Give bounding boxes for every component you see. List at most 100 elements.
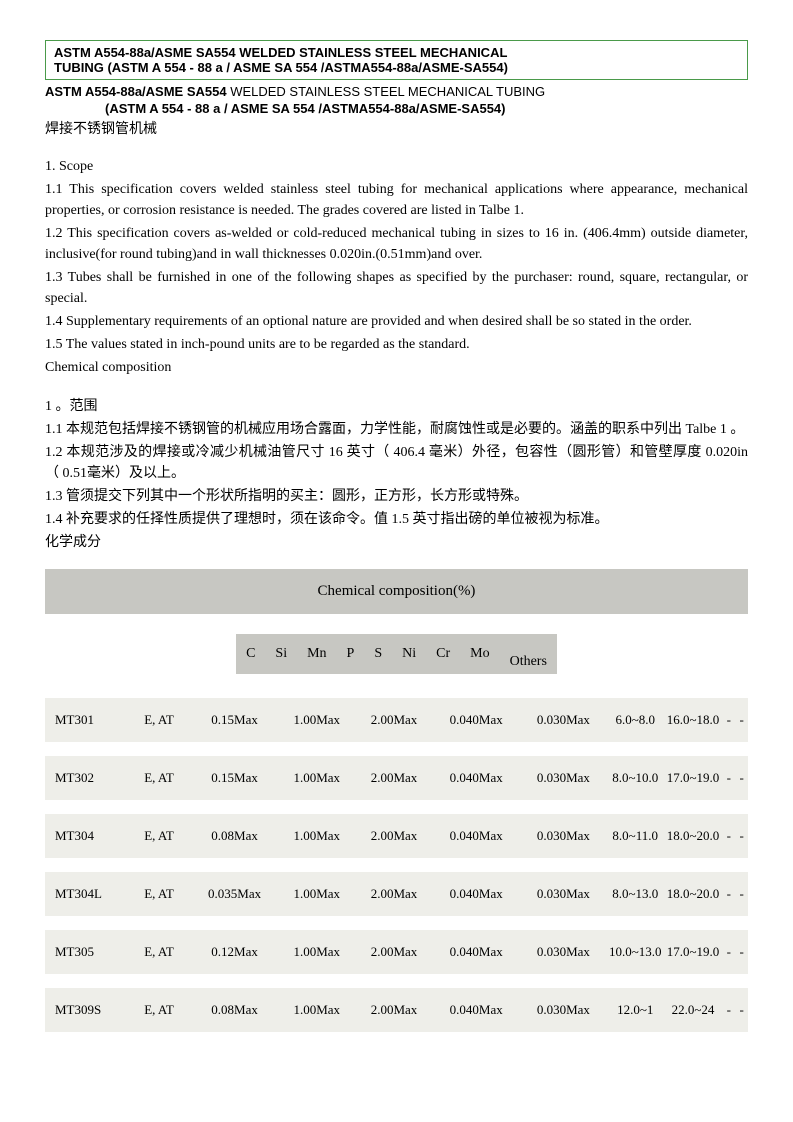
table-cell: 0.030Max (520, 814, 607, 858)
table-cell: 2.00Max (355, 872, 432, 916)
table-cell: 2.00Max (355, 988, 432, 1032)
table-cell: 1.00Max (278, 756, 355, 800)
cn-scope-1-3: 1.3 管须提交下列其中一个形状所指明的买主：圆形，正方形，长方形或特殊。 (45, 486, 748, 507)
subtitle-line-1: ASTM A554-88a/ASME SA554 WELDED STAINLES… (45, 84, 748, 99)
table-cell: E, AT (127, 756, 191, 800)
cn-scope-1-1: 1.1 本规范包括焊接不锈钢管的机械应用场合露面，力学性能，耐腐蚀性或是必要的。… (45, 419, 748, 440)
table-cell: E, AT (127, 872, 191, 916)
table-cell: 6.0~8.0 (607, 698, 664, 742)
scope-section-en: 1. Scope 1.1 This specification covers w… (45, 156, 748, 378)
table-cell: 0.030Max (520, 988, 607, 1032)
column-header-row: C Si Mn P S Ni Cr Mo Others (45, 634, 748, 674)
col-mn: Mn (297, 634, 336, 674)
table-cell: 0.040Max (433, 988, 520, 1032)
col-s: S (364, 634, 392, 674)
subtitle-line-2: (ASTM A 554 - 88 a / ASME SA 554 /ASTMA5… (45, 101, 748, 116)
table-cell: 17.0~19.0 (663, 930, 722, 974)
table-row: MT304E, AT0.08Max1.00Max2.00Max0.040Max0… (45, 814, 748, 858)
scope-1-2: 1.2 This specification covers as-welded … (45, 223, 748, 265)
table-cell: - (722, 988, 735, 1032)
col-p: P (337, 634, 365, 674)
table-cell: MT304 (45, 814, 127, 858)
table-cell: 22.0~24 (663, 988, 722, 1032)
composition-table: MT301E, AT0.15Max1.00Max2.00Max0.040Max0… (45, 684, 748, 1046)
cn-scope-heading: 1 。范围 (45, 396, 748, 417)
table-cell: E, AT (127, 698, 191, 742)
table-cell: 2.00Max (355, 756, 432, 800)
table-cell: - (735, 814, 748, 858)
chem-label-en: Chemical composition (45, 357, 748, 378)
table-cell: 0.08Max (191, 988, 278, 1032)
table-cell: - (722, 930, 735, 974)
table-cell: 1.00Max (278, 698, 355, 742)
table-row: MT305E, AT0.12Max1.00Max2.00Max0.040Max0… (45, 930, 748, 974)
table-cell: 0.12Max (191, 930, 278, 974)
table-cell: - (722, 756, 735, 800)
table-cell: 0.030Max (520, 930, 607, 974)
table-cell: 12.0~1 (607, 988, 664, 1032)
table-row: MT304LE, AT0.035Max1.00Max2.00Max0.040Ma… (45, 872, 748, 916)
scope-heading: 1. Scope (45, 156, 748, 177)
table-cell: 2.00Max (355, 814, 432, 858)
table-cell: 0.040Max (433, 930, 520, 974)
table-cell: 0.030Max (520, 698, 607, 742)
col-mo: Mo (460, 634, 499, 674)
table-cell: 0.15Max (191, 756, 278, 800)
col-ni: Ni (392, 634, 426, 674)
scope-1-3: 1.3 Tubes shall be furnished in one of t… (45, 267, 748, 309)
table-cell: MT304L (45, 872, 127, 916)
table-cell: - (735, 988, 748, 1032)
table-cell: E, AT (127, 988, 191, 1032)
table-cell: 0.040Max (433, 756, 520, 800)
table-cell: 0.040Max (433, 698, 520, 742)
table-cell: 0.035Max (191, 872, 278, 916)
table-row: MT301E, AT0.15Max1.00Max2.00Max0.040Max0… (45, 698, 748, 742)
cn-scope-1-2: 1.2 本规范涉及的焊接或冷减少机械油管尺寸 16 英寸（ 406.4 毫米）外… (45, 442, 748, 484)
table-cell: - (722, 814, 735, 858)
scope-1-5: 1.5 The values stated in inch-pound unit… (45, 334, 748, 355)
title-box: ASTM A554-88a/ASME SA554 WELDED STAINLES… (45, 40, 748, 80)
scope-1-1: 1.1 This specification covers welded sta… (45, 179, 748, 221)
table-cell: 8.0~11.0 (607, 814, 664, 858)
table-title-bar: Chemical composition(%) (45, 569, 748, 614)
cn-scope-1-4: 1.4 补充要求的任择性质提供了理想时，须在该命令。值 1.5 英寸指出磅的单位… (45, 509, 748, 530)
table-cell: 2.00Max (355, 698, 432, 742)
col-cr: Cr (426, 634, 460, 674)
table-cell: 10.0~13.0 (607, 930, 664, 974)
scope-1-4: 1.4 Supplementary requirements of an opt… (45, 311, 748, 332)
cn-title: 焊接不锈钢管机械 (45, 118, 748, 138)
table-cell: MT309S (45, 988, 127, 1032)
table-cell: 17.0~19.0 (663, 756, 722, 800)
table-cell: 1.00Max (278, 814, 355, 858)
subtitle-bold: ASTM A554-88a/ASME SA554 (45, 84, 227, 99)
table-cell: 0.08Max (191, 814, 278, 858)
col-others: Others (500, 634, 557, 674)
table-cell: 1.00Max (278, 930, 355, 974)
table-cell: - (735, 930, 748, 974)
col-c: C (236, 634, 265, 674)
table-cell: 18.0~20.0 (663, 814, 722, 858)
title-line-2: TUBING (ASTM A 554 - 88 a / ASME SA 554 … (54, 60, 739, 75)
table-cell: - (735, 756, 748, 800)
table-cell: 18.0~20.0 (663, 872, 722, 916)
table-cell: 0.15Max (191, 698, 278, 742)
table-cell: - (735, 872, 748, 916)
table-cell: 8.0~13.0 (607, 872, 664, 916)
table-cell: 0.030Max (520, 872, 607, 916)
table-cell: E, AT (127, 814, 191, 858)
scope-section-cn: 1 。范围 1.1 本规范包括焊接不锈钢管的机械应用场合露面，力学性能，耐腐蚀性… (45, 396, 748, 553)
table-cell: - (722, 698, 735, 742)
chem-label-cn: 化学成分 (45, 532, 748, 553)
table-cell: 0.040Max (433, 814, 520, 858)
table-cell: E, AT (127, 930, 191, 974)
col-si: Si (265, 634, 297, 674)
table-cell: MT302 (45, 756, 127, 800)
title-line-1: ASTM A554-88a/ASME SA554 WELDED STAINLES… (54, 45, 739, 60)
table-cell: 0.030Max (520, 756, 607, 800)
table-cell: MT305 (45, 930, 127, 974)
table-row: MT309SE, AT0.08Max1.00Max2.00Max0.040Max… (45, 988, 748, 1032)
table-cell: 16.0~18.0 (663, 698, 722, 742)
table-cell: - (735, 698, 748, 742)
table-cell: 8.0~10.0 (607, 756, 664, 800)
table-cell: 2.00Max (355, 930, 432, 974)
